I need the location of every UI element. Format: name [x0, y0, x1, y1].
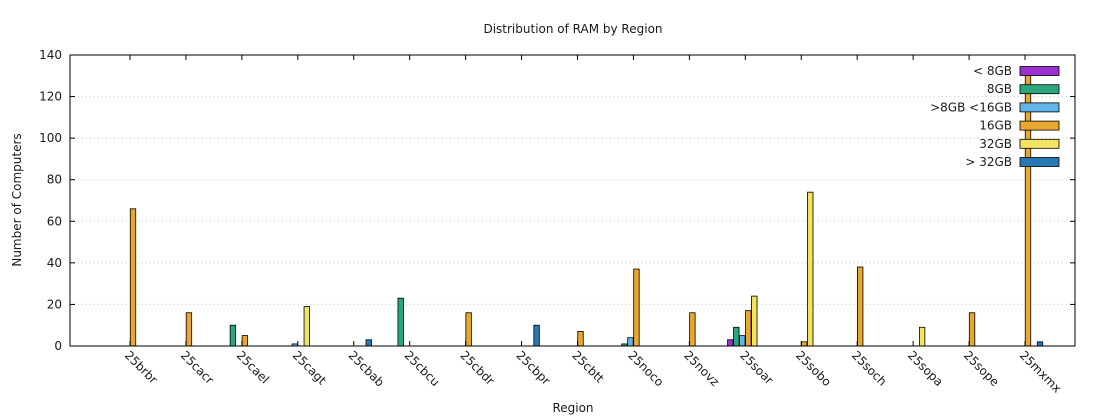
bar-25cael-series-1	[229, 324, 237, 347]
x-tick-label: 25cbdr	[458, 348, 498, 388]
bar-25cael-series-3	[241, 335, 249, 347]
plot-frame	[69, 54, 1076, 347]
x-tick-label: 25noco	[625, 348, 666, 389]
bar-25cbab-series-5	[365, 339, 372, 347]
x-tick-label: 25cbcu	[402, 348, 443, 389]
y-tick-label: 120	[39, 90, 62, 104]
y-tick-label: 40	[47, 256, 62, 270]
bar-25soar-series-4	[751, 295, 758, 347]
bar-25noco-series-2	[627, 337, 634, 347]
bar-25cbdr-series-3	[465, 312, 472, 347]
legend-label: > 32GB	[965, 155, 1012, 169]
x-tick-label: 25sope	[961, 348, 1002, 389]
bar-25brbr-series-3	[129, 208, 137, 347]
x-tick-label: 25cacr	[178, 348, 217, 387]
x-axis-label: Region	[552, 401, 593, 415]
bar-25soch-series-3	[857, 266, 864, 347]
bar-25soar-series-0	[727, 339, 734, 347]
bar-25sobo-series-4	[807, 191, 814, 347]
bar-25sopa-series-4	[918, 326, 926, 347]
y-tick-label: 20	[47, 297, 62, 311]
x-tick-label: 25soch	[849, 348, 889, 388]
bar-25noco-series-3	[633, 268, 640, 347]
legend-swatch	[1019, 120, 1060, 131]
legend-swatch	[1019, 157, 1060, 167]
legend-label: < 8GB	[973, 64, 1012, 78]
bar-25soar-series-3	[745, 310, 752, 347]
chart-title: Distribution of RAM by Region	[483, 22, 662, 36]
legend-swatch	[1019, 102, 1060, 113]
x-tick-label: 25cagt	[290, 348, 329, 387]
bar-25cbtt-series-3	[577, 331, 584, 347]
bar-25mxmx-series-5	[1036, 341, 1044, 347]
x-tick-label: 25soar	[737, 348, 776, 387]
x-tick-label: 25sopa	[905, 348, 946, 389]
x-tick-label: 25brbr	[122, 348, 160, 386]
bar-25sope-series-3	[968, 312, 976, 347]
bar-25cagt-series-4	[303, 306, 310, 347]
bars	[129, 73, 1044, 347]
legend-swatch	[1019, 138, 1060, 149]
x-tick-label: 25cbpr	[513, 348, 553, 388]
y-tick-label: 0	[54, 339, 62, 353]
y-tick-label: 80	[47, 173, 62, 187]
y-axis-ticks: 0 20 40 60 80 100 120 140	[39, 48, 1075, 353]
bar-25soar-series-2	[739, 335, 746, 347]
legend-label: 16GB	[979, 119, 1012, 133]
x-tick-label: 25mxmx	[1017, 348, 1064, 395]
legend-swatch	[1019, 84, 1060, 95]
x-tick-label: 25cael	[234, 348, 272, 386]
bar-25mxmx-series-3	[1024, 73, 1032, 347]
gridlines	[70, 96, 1075, 305]
legend-label: >8GB <16GB	[930, 100, 1012, 114]
y-tick-label: 140	[39, 48, 62, 62]
legend-label: 32GB	[979, 137, 1012, 151]
legend: < 8GB 8GB >8GB <16GB 16GB 32GB > 32GB	[930, 64, 1060, 169]
x-tick-label: 25cbtt	[569, 348, 607, 386]
bar-25cbcu-series-1	[397, 297, 404, 347]
x-tick-label: 25cbab	[346, 348, 387, 389]
y-tick-label: 60	[47, 214, 62, 228]
bar-25cacr-series-3	[185, 312, 193, 347]
x-tick-label: 25sobo	[793, 348, 834, 389]
bar-25cbpr-series-5	[533, 324, 540, 347]
x-tick-label: 25novz	[681, 348, 722, 389]
legend-label: 8GB	[987, 82, 1012, 96]
bar-25novz-series-3	[689, 312, 696, 347]
bar-25sobo-series-3	[801, 341, 808, 347]
legend-swatch	[1019, 66, 1060, 76]
y-tick-label: 100	[39, 131, 62, 145]
y-axis-label: Number of Computers	[10, 133, 24, 266]
bar-25soar-series-1	[733, 326, 740, 347]
